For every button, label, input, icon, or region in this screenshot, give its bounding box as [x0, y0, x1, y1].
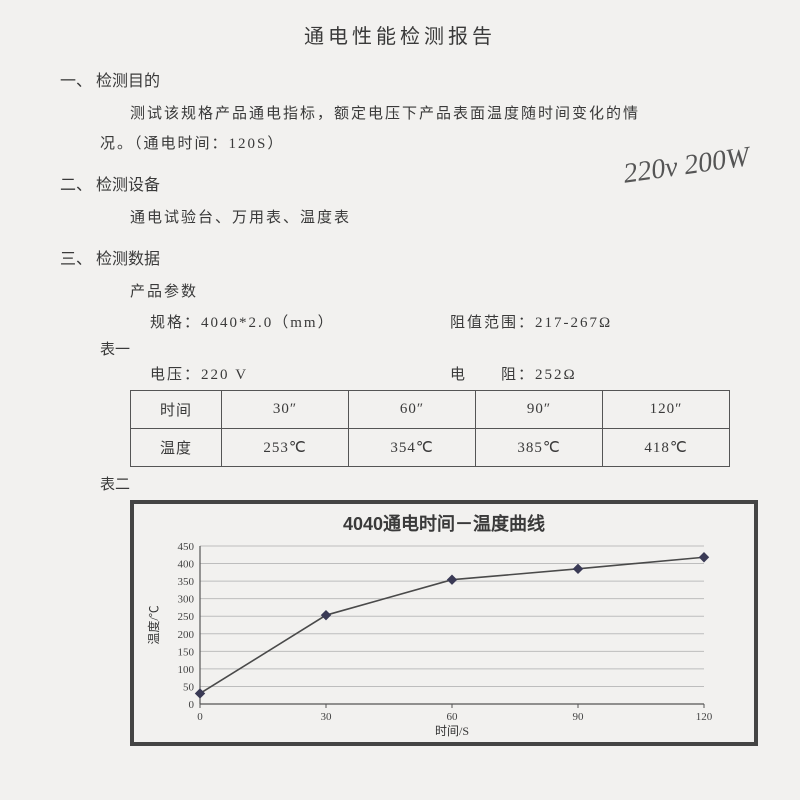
- param-resistance: 电 阻：252Ω: [450, 363, 577, 384]
- svg-text:350: 350: [178, 576, 195, 588]
- svg-text:50: 50: [183, 681, 195, 693]
- section3-head: 三、 检测数据: [60, 245, 740, 269]
- table-row: 时间 30″ 60″ 90″ 120″: [131, 391, 730, 429]
- svg-text:0: 0: [189, 699, 195, 711]
- svg-text:60: 60: [447, 711, 459, 723]
- svg-text:150: 150: [178, 646, 195, 658]
- cell: 60″: [349, 391, 476, 429]
- cell: 418℃: [603, 429, 730, 467]
- table-row: 温度 253℃ 354℃ 385℃ 418℃: [131, 429, 730, 467]
- chart-container: 4040通电时间－温度曲线 05010015020025030035040045…: [130, 500, 758, 746]
- svg-text:400: 400: [178, 559, 195, 571]
- svg-text:300: 300: [178, 594, 195, 606]
- section1-num: 一、: [60, 73, 92, 90]
- cell: 385℃: [476, 429, 603, 467]
- cell: 354℃: [349, 429, 476, 467]
- svg-text:100: 100: [178, 664, 195, 676]
- svg-text:450: 450: [178, 541, 195, 553]
- section3-sub: 产品参数: [130, 277, 740, 307]
- row-head-temp: 温度: [131, 429, 222, 467]
- svg-text:250: 250: [178, 611, 195, 623]
- cell: 253℃: [222, 429, 349, 467]
- svg-text:0: 0: [197, 711, 203, 723]
- svg-text:120: 120: [696, 711, 713, 723]
- section2-title: 检测设备: [96, 177, 160, 194]
- cell: 90″: [476, 391, 603, 429]
- svg-text:30: 30: [321, 711, 333, 723]
- param-voltage: 电压：220 V: [150, 363, 450, 384]
- cell: 120″: [603, 391, 730, 429]
- chart-title: 4040通电时间－温度曲线: [144, 510, 744, 536]
- section1-line1: 测试该规格产品通电指标，额定电压下产品表面温度随时间变化的情: [130, 99, 740, 129]
- report-title: 通电性能检测报告: [60, 20, 740, 49]
- table1-label: 表一: [100, 338, 740, 359]
- svg-text:温度/℃: 温度/℃: [146, 605, 161, 644]
- section3-num: 三、: [60, 251, 92, 268]
- section1-line2: 况。（通电时间：120S）: [100, 129, 740, 159]
- svg-text:200: 200: [178, 629, 195, 641]
- section1-title: 检测目的: [96, 73, 160, 90]
- svg-text:90: 90: [573, 711, 585, 723]
- chart-svg: 0 50 100 150 200 250 300 350 400 450 0 30 60 90 120 时间/…: [144, 538, 720, 738]
- row-head-time: 时间: [131, 391, 222, 429]
- section2-num: 二、: [60, 177, 92, 194]
- section3-title: 检测数据: [96, 251, 160, 268]
- cell: 30″: [222, 391, 349, 429]
- svg-text:时间/S: 时间/S: [435, 724, 469, 738]
- table2-label: 表二: [100, 473, 740, 494]
- param-spec: 规格：4040*2.0（mm）: [150, 311, 450, 332]
- data-table: 时间 30″ 60″ 90″ 120″ 温度 253℃ 354℃ 385℃ 41…: [130, 390, 730, 467]
- param-range: 阻值范围：217-267Ω: [450, 311, 612, 332]
- section1-head: 一、 检测目的: [60, 67, 740, 91]
- section2-body: 通电试验台、万用表、温度表: [130, 203, 740, 233]
